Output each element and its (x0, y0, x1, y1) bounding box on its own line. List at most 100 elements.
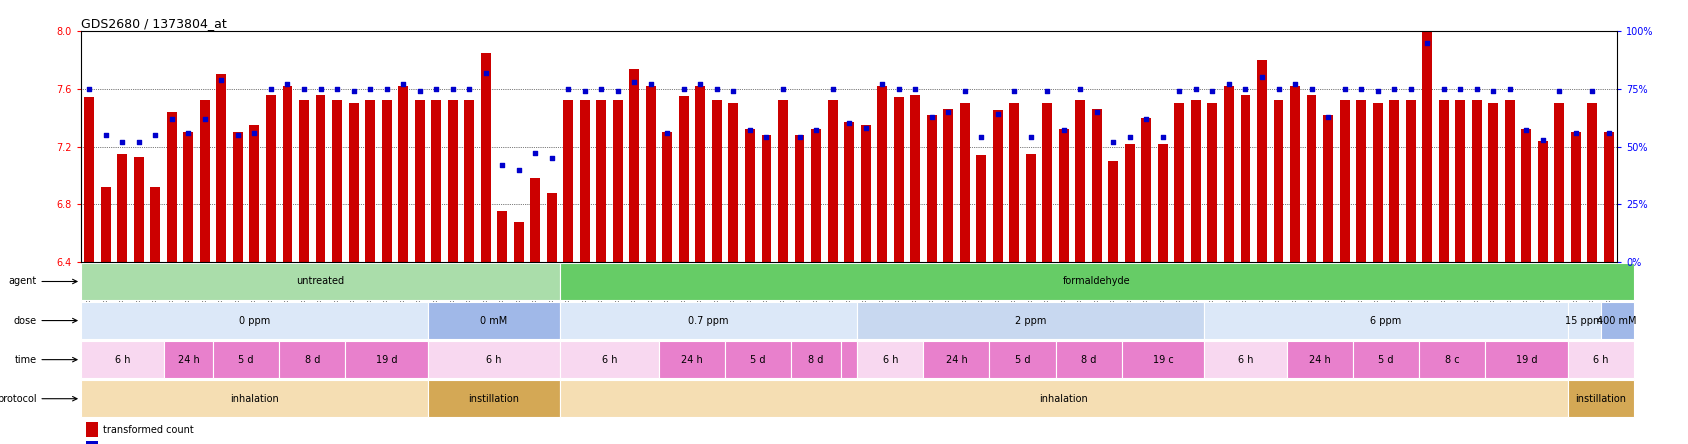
Bar (726, 341, 792, 378)
Point (1529, 136, 1556, 143)
Bar (1041, 103, 1052, 262)
Bar (1504, 100, 1514, 262)
Bar (1121, 341, 1204, 378)
Text: 24 h: 24 h (682, 355, 702, 365)
Bar (960, 103, 969, 262)
Text: 6 h: 6 h (603, 355, 618, 365)
Point (670, 85, 697, 92)
Bar (1009, 103, 1020, 262)
Point (142, 131, 169, 139)
Bar (1572, 132, 1580, 262)
Text: 24 h: 24 h (177, 355, 199, 365)
Point (439, 85, 466, 92)
Bar (1026, 154, 1036, 262)
Bar (216, 75, 226, 262)
Bar (695, 86, 706, 262)
Bar (427, 380, 560, 417)
Text: time: time (14, 355, 78, 365)
Point (490, 162, 517, 169)
Text: 0 mM: 0 mM (481, 316, 508, 325)
Bar (133, 157, 143, 262)
Point (422, 85, 449, 92)
Bar (464, 100, 474, 262)
Bar (560, 302, 858, 339)
Bar (1092, 109, 1102, 262)
Bar (118, 154, 127, 262)
Bar (1273, 100, 1283, 262)
Text: GDS2680 / 1373804_at: GDS2680 / 1373804_at (81, 17, 226, 30)
Bar (1389, 100, 1399, 262)
Point (1364, 87, 1391, 95)
Point (1315, 113, 1342, 120)
Text: 6 h: 6 h (883, 355, 898, 365)
Point (638, 81, 665, 88)
Point (967, 134, 994, 141)
Point (653, 129, 680, 136)
Bar (81, 263, 560, 300)
Bar (844, 122, 854, 262)
Bar (1075, 100, 1085, 262)
Bar (1207, 103, 1217, 262)
Text: 5 d: 5 d (238, 355, 253, 365)
Bar (84, 98, 95, 262)
Bar (81, 302, 427, 339)
Text: 6 h: 6 h (486, 355, 501, 365)
Bar (976, 155, 986, 262)
Bar (267, 95, 275, 262)
Bar (81, 380, 427, 417)
Point (836, 120, 863, 127)
Point (885, 85, 912, 92)
Point (1150, 134, 1177, 141)
Bar (1192, 100, 1200, 262)
Point (159, 115, 186, 123)
Bar (1420, 341, 1485, 378)
Point (1381, 85, 1408, 92)
Point (1198, 87, 1225, 95)
Bar (993, 111, 1003, 262)
Bar (1352, 341, 1420, 378)
Text: inhalation: inhalation (1040, 394, 1089, 404)
Text: inhalation: inhalation (230, 394, 279, 404)
Bar (1568, 380, 1634, 417)
Point (373, 85, 400, 92)
Point (736, 127, 763, 134)
Point (290, 85, 317, 92)
Bar (167, 112, 177, 262)
Text: 15 ppm: 15 ppm (1565, 316, 1604, 325)
Bar (841, 341, 858, 378)
Bar (233, 132, 243, 262)
Point (456, 85, 483, 92)
Bar (1568, 341, 1634, 378)
Point (273, 81, 300, 88)
Point (1001, 87, 1028, 95)
Bar (1158, 144, 1168, 262)
Point (1512, 127, 1539, 134)
Point (1347, 85, 1374, 92)
Point (687, 81, 714, 88)
Point (621, 78, 648, 85)
Bar (333, 100, 343, 262)
Point (1398, 85, 1425, 92)
Bar (1224, 86, 1234, 262)
Point (901, 85, 928, 92)
Point (258, 85, 285, 92)
Point (339, 87, 366, 95)
Bar (662, 132, 672, 262)
Point (753, 134, 780, 141)
Bar (1555, 103, 1565, 262)
Bar (530, 178, 540, 262)
Point (935, 108, 962, 115)
Bar (1406, 100, 1416, 262)
Point (390, 81, 417, 88)
Point (1033, 87, 1060, 95)
Point (1447, 85, 1474, 92)
Text: 0.7 ppm: 0.7 ppm (689, 316, 729, 325)
Point (1332, 85, 1359, 92)
Bar (1340, 100, 1349, 262)
Bar (630, 69, 640, 262)
Bar (1241, 95, 1251, 262)
Text: 6 h: 6 h (115, 355, 130, 365)
Point (1050, 127, 1077, 134)
Text: 19 d: 19 d (376, 355, 397, 365)
Point (852, 124, 879, 131)
